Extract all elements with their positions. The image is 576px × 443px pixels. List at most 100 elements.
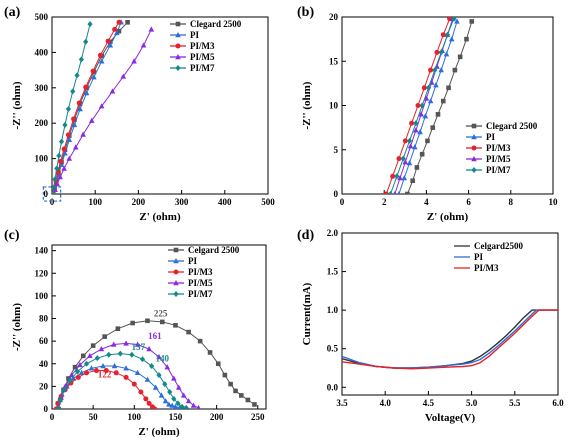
- legend-entry: PI/M7: [188, 289, 213, 299]
- data-point: [152, 384, 159, 390]
- data-point: [440, 98, 446, 104]
- series-line-pi-m3: [342, 309, 558, 370]
- data-point: [452, 67, 458, 73]
- data-point: [70, 375, 77, 381]
- data-point: [97, 52, 103, 58]
- y-tick-label: 20: [39, 381, 49, 391]
- panel-d: 3.5 4.0 4.5 5.0 5.5 6.0 0.0 0.5 1.0 1.5 2.0 Voltage…: [301, 228, 564, 424]
- data-point: [411, 144, 418, 150]
- peak-annotation: 225: [154, 308, 168, 318]
- x-tick-label: 0: [50, 412, 55, 422]
- data-point: [66, 376, 71, 381]
- data-point: [397, 175, 403, 181]
- legend-marker: [173, 247, 179, 253]
- data-point: [83, 90, 90, 96]
- data-point: [83, 38, 89, 45]
- peak-annotation: 140: [156, 353, 170, 363]
- legend-entry: PI: [190, 30, 199, 40]
- data-point: [406, 137, 413, 144]
- data-point: [196, 404, 201, 409]
- data-point: [197, 338, 203, 344]
- data-point: [52, 184, 57, 191]
- data-point: [110, 341, 117, 347]
- data-point: [106, 351, 112, 358]
- series-line-pi: [342, 309, 558, 369]
- data-point: [78, 56, 84, 63]
- data-point: [417, 129, 423, 135]
- data-point: [87, 21, 93, 28]
- legend-marker: [175, 21, 181, 27]
- data-point: [164, 364, 171, 370]
- y-tick-label: 500: [35, 12, 49, 22]
- data-point: [131, 381, 137, 387]
- data-point: [427, 98, 434, 104]
- data-point: [413, 120, 419, 127]
- y-tick-label: 0: [44, 189, 49, 199]
- panel-b: 0 2 4 6 8 10 0 5 10 15 20 Z' (ohm) -Z'' (ohm) Clegard…: [301, 12, 558, 223]
- data-point: [383, 191, 389, 194]
- legend-entry: PI/M3: [190, 41, 215, 51]
- x-tick-label: 8: [509, 197, 514, 207]
- data-point: [55, 406, 61, 409]
- data-point: [156, 353, 162, 360]
- x-tick-label: 4: [424, 197, 429, 207]
- y-tick-label: 100: [35, 291, 49, 301]
- data-point: [61, 386, 67, 393]
- peak-annotation: 161: [148, 331, 162, 341]
- legend-marker: [471, 123, 477, 129]
- data-point: [405, 191, 410, 194]
- legend-marker: [173, 258, 179, 264]
- data-point: [84, 370, 90, 376]
- data-point: [148, 363, 155, 370]
- data-point: [94, 355, 100, 362]
- data-point: [190, 402, 197, 408]
- data-point: [394, 173, 400, 180]
- data-point: [451, 17, 457, 22]
- data-point: [446, 85, 451, 91]
- data-point: [440, 32, 446, 38]
- y-tick-label: 200: [35, 118, 49, 128]
- series-line-pi: [398, 21, 458, 194]
- data-point: [425, 138, 430, 144]
- data-point: [57, 174, 64, 180]
- data-point: [58, 158, 64, 164]
- plot-frame: [51, 16, 269, 195]
- data-point: [207, 350, 213, 355]
- panel-label-d: (d): [297, 228, 314, 243]
- data-point: [239, 393, 244, 398]
- y-tick-label: 400: [35, 47, 49, 57]
- data-point: [407, 143, 414, 149]
- zoom-region-box: [42, 186, 62, 202]
- data-point: [421, 85, 427, 91]
- data-point: [469, 19, 475, 24]
- data-point: [125, 20, 130, 25]
- legend-marker: [175, 32, 181, 38]
- x-tick-label: 3.5: [336, 398, 348, 408]
- legend-entry: PI/M5: [190, 52, 215, 62]
- legend-marker: [173, 280, 179, 286]
- data-point: [444, 31, 451, 38]
- data-point: [54, 165, 60, 172]
- x-axis-label: Z' (ohm): [139, 211, 181, 223]
- data-point: [428, 67, 434, 73]
- data-point: [419, 102, 425, 109]
- data-point: [76, 100, 82, 106]
- x-tick-label: 0: [340, 197, 345, 207]
- data-point: [90, 68, 96, 74]
- data-point: [131, 58, 137, 64]
- data-point: [100, 363, 106, 369]
- data-point: [54, 181, 60, 187]
- data-point: [143, 396, 149, 402]
- data-point: [62, 383, 68, 389]
- y-axis-label: -Z'' (ohm): [11, 81, 23, 129]
- data-point: [171, 375, 177, 381]
- data-point: [402, 159, 409, 165]
- data-point: [438, 67, 444, 73]
- legend-entry: PI/M7: [486, 165, 511, 175]
- data-point: [112, 26, 118, 32]
- data-point: [116, 19, 122, 25]
- legend-entry: PI: [486, 132, 495, 142]
- x-tick-label: 5.5: [509, 398, 521, 408]
- data-point: [134, 369, 141, 376]
